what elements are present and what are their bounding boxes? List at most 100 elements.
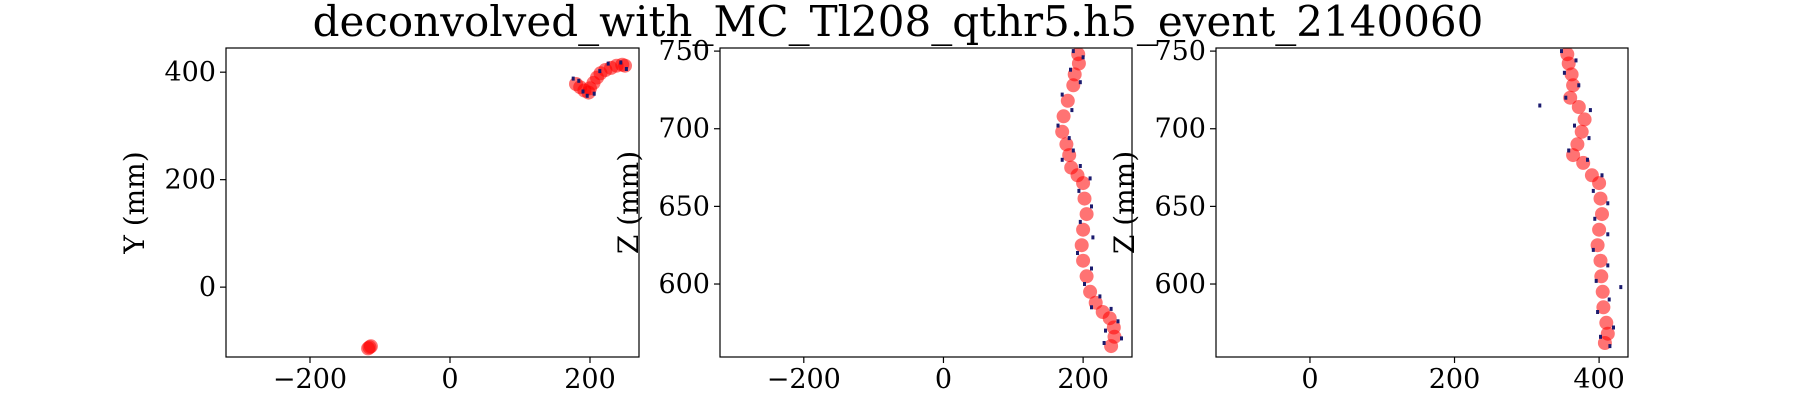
track-point	[1593, 191, 1608, 206]
y-tick-label: 650	[658, 191, 710, 222]
hit-point	[1102, 341, 1106, 345]
track-point	[1076, 222, 1091, 237]
track-point	[1060, 93, 1075, 108]
y-tick-label: 400	[164, 57, 216, 88]
hit-point	[1606, 232, 1610, 237]
y-tick-label: 700	[1154, 114, 1206, 145]
panel-2: −200 0 200 600 650 700 750 Z (mm)	[612, 36, 1133, 395]
y-tick-label: 600	[658, 269, 710, 300]
track-point	[1595, 284, 1610, 299]
track-point	[1593, 253, 1608, 268]
hit-point	[1060, 157, 1064, 162]
hit-point	[577, 78, 581, 83]
x-tick-label: 200	[1429, 364, 1481, 395]
hit-point	[571, 76, 575, 81]
y-tick-label: 600	[1154, 269, 1206, 300]
hit-point	[1091, 235, 1095, 240]
y-tick-label: 200	[164, 165, 216, 196]
track-point	[1077, 191, 1092, 206]
track-point	[361, 341, 376, 356]
track-point	[1076, 253, 1091, 268]
hit-point	[1538, 103, 1542, 108]
hit-point	[1600, 173, 1604, 178]
x-tick-label: 0	[935, 364, 952, 395]
hit-point	[1120, 336, 1123, 341]
track-point	[1592, 222, 1607, 237]
hit-point	[1109, 306, 1113, 311]
hit-point	[1090, 266, 1093, 271]
hit-point	[1599, 334, 1602, 339]
track-point	[1079, 207, 1094, 222]
x-tick-label: 0	[441, 364, 458, 395]
track-point	[1059, 137, 1074, 152]
hit-point	[624, 67, 628, 71]
hit-point	[1098, 294, 1102, 299]
hit-point	[1077, 188, 1081, 193]
track-point	[1577, 112, 1592, 127]
x-tick-label: −200	[273, 364, 347, 395]
figure-title: deconvolved_with_MC_Tl208_qthr5.h5_event…	[313, 0, 1484, 46]
hit-point	[1606, 263, 1610, 268]
track-point	[1566, 78, 1581, 93]
x-tick-label: 200	[1057, 364, 1109, 395]
x-tick-label: −200	[767, 364, 841, 395]
panels: −200 0 200 0 200 400 Y (mm) −200 0 200 600 650 700 75…	[118, 36, 1629, 395]
hit-point	[1069, 67, 1072, 72]
hit-point	[1587, 136, 1591, 141]
hit-point	[1594, 278, 1598, 283]
hit-point	[1608, 344, 1612, 349]
track-point	[1056, 109, 1071, 124]
hit-point	[1596, 310, 1600, 314]
plot-area	[361, 57, 632, 356]
hit-point	[1090, 305, 1093, 310]
track-point	[1570, 137, 1585, 152]
hit-point	[1071, 148, 1075, 153]
hit-point	[1078, 164, 1082, 168]
track-point	[1079, 269, 1094, 284]
hit-point	[1567, 148, 1571, 153]
x-tick-label: 400	[1573, 364, 1625, 395]
hit-point	[1606, 201, 1610, 206]
track-point	[1563, 90, 1578, 105]
hit-point	[1591, 188, 1595, 193]
plot-area	[1538, 48, 1623, 350]
hit-point	[1591, 247, 1595, 252]
track-point	[1595, 207, 1609, 222]
hit-point	[592, 91, 596, 96]
x-tick-label: 200	[564, 364, 616, 395]
track-point	[1561, 56, 1576, 71]
hit-point	[619, 60, 623, 65]
track-point	[1564, 67, 1579, 82]
axes-frame	[225, 47, 640, 358]
hit-point	[606, 61, 610, 66]
hit-point	[1060, 92, 1064, 97]
hit-point	[1612, 325, 1615, 330]
hit-point	[1577, 83, 1581, 88]
hit-point	[1116, 319, 1120, 324]
hit-point	[1083, 282, 1086, 286]
track-point	[1055, 124, 1070, 139]
track-point	[1083, 284, 1098, 299]
track-point	[1596, 300, 1611, 315]
y-axis-label: Z (mm)	[612, 151, 645, 254]
hit-point	[1078, 219, 1082, 224]
hit-point	[1088, 176, 1092, 181]
hit-point	[1560, 49, 1563, 54]
y-axis-label: Y (mm)	[118, 151, 151, 254]
hit-point	[1588, 108, 1592, 113]
axes-frame	[1215, 47, 1629, 358]
hit-point	[598, 69, 602, 74]
track-point	[1074, 238, 1089, 253]
hit-point	[1081, 55, 1085, 60]
hit-point	[1076, 251, 1079, 255]
track-point	[1594, 269, 1609, 284]
hit-point	[1562, 70, 1566, 75]
hit-point	[1070, 108, 1074, 113]
hit-point	[1067, 136, 1071, 141]
track-point	[1571, 100, 1586, 114]
y-tick-label: 650	[1154, 191, 1206, 222]
axes-frame	[719, 47, 1133, 358]
hit-point	[585, 93, 589, 98]
hit-point	[1607, 297, 1611, 302]
